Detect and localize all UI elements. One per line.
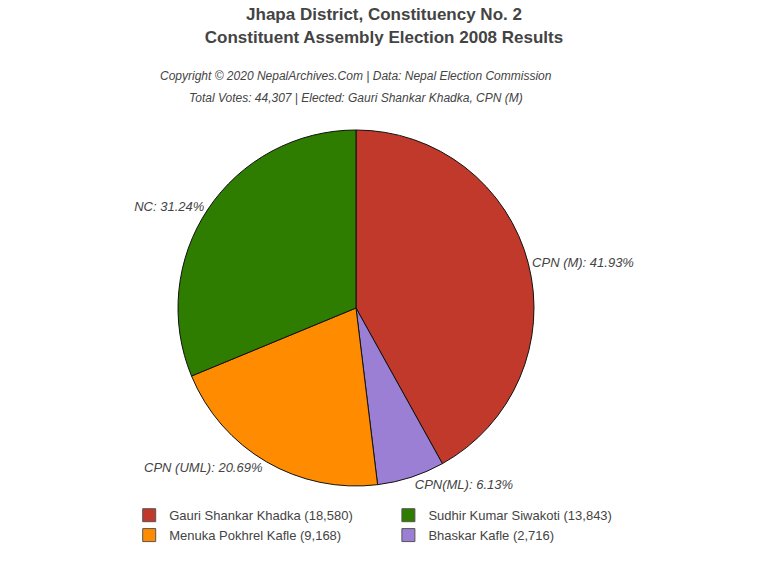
svg-text:CPN (M): 41.93%: CPN (M): 41.93% xyxy=(532,255,634,270)
svg-text:Copyright © 2020 NepalArchives: Copyright © 2020 NepalArchives.Com | Dat… xyxy=(160,69,552,83)
svg-text:Jhapa District, Constituency N: Jhapa District, Constituency No. 2Consti… xyxy=(205,5,563,46)
svg-text:Sudhir Kumar Siwakoti (13,843): Sudhir Kumar Siwakoti (13,843) xyxy=(428,508,612,523)
svg-text:CPN(ML): 6.13%: CPN(ML): 6.13% xyxy=(415,477,513,492)
svg-text:NC: 31.24%: NC: 31.24% xyxy=(134,199,204,214)
svg-text:Gauri Shankar Khadka (18,580): Gauri Shankar Khadka (18,580) xyxy=(169,508,353,523)
svg-text:Menuka Pokhrel Kafle (9,168): Menuka Pokhrel Kafle (9,168) xyxy=(169,528,341,543)
svg-text:CPN (UML): 20.69%: CPN (UML): 20.69% xyxy=(144,460,262,475)
svg-text:Bhaskar Kafle (2,716): Bhaskar Kafle (2,716) xyxy=(428,528,554,543)
svg-text:Total Votes: 44,307 | Elected:: Total Votes: 44,307 | Elected: Gauri Sha… xyxy=(189,91,523,105)
